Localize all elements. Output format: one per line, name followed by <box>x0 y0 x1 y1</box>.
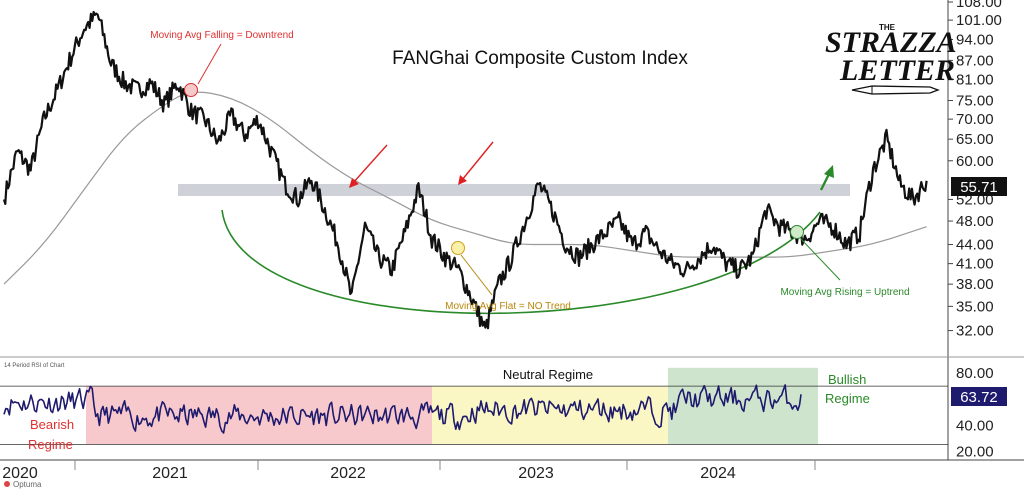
rsi-tick-label: 40.00 <box>956 417 994 434</box>
main-tick-label: 38.00 <box>956 276 994 293</box>
annotation-rising-marker <box>790 225 804 239</box>
neutral-regime-label: Neutral Regime <box>503 367 593 382</box>
main-tick-label: 87.00 <box>956 52 994 69</box>
main-tick-label: 32.00 <box>956 323 994 340</box>
bearish-label-1: Bearish <box>30 417 74 432</box>
optuma-logo-icon <box>4 481 10 487</box>
main-tick-label: 94.00 <box>956 32 994 49</box>
x-year-label: 2023 <box>518 465 554 482</box>
right-axis-bg <box>948 0 1024 490</box>
logo-the: THE <box>879 23 896 32</box>
x-axis-labels: 2020 2021 2022 2023 2024 <box>2 460 816 482</box>
strazza-letter-logo: THE STRAZZA LETTER <box>825 23 957 95</box>
main-tick-label: 65.00 <box>956 131 994 148</box>
last-price-badge: 55.71 <box>951 177 1007 196</box>
red-arrow-2 <box>458 141 494 185</box>
last-rsi-badge: 63.72 <box>951 387 1007 406</box>
annotation-flat: Moving Avg Flat = NO Trend <box>445 301 571 312</box>
x-year-label: 2021 <box>152 465 188 482</box>
rounded-bottom-arc <box>221 209 821 315</box>
main-tick-label: 35.00 <box>956 298 994 315</box>
bullish-label-2: Regime <box>825 391 870 406</box>
main-tick-label: 81.00 <box>956 72 994 89</box>
annotation-falling-leader <box>197 43 222 85</box>
bullish-label-1: Bullish <box>828 372 866 387</box>
last-rsi-value: 63.72 <box>960 389 998 406</box>
green-up-arrow <box>819 165 834 191</box>
logo-letter: LETTER <box>839 54 955 87</box>
main-tick-label: 48.00 <box>956 213 994 230</box>
annotation-rising-leader <box>800 238 841 281</box>
pen-icon <box>851 85 940 95</box>
x-year-label: 2020 <box>2 465 38 482</box>
main-price-panel: 32.0035.0038.0041.0044.0048.0052.0060.00… <box>2 0 1002 340</box>
main-tick-label: 75.00 <box>956 92 994 109</box>
red-arrow-1 <box>349 144 388 188</box>
resistance-band <box>178 184 850 196</box>
main-tick-label: 41.00 <box>956 256 994 273</box>
main-tick-label: 70.00 <box>956 111 994 128</box>
rsi-tick-label: 20.00 <box>956 443 994 460</box>
x-year-label: 2022 <box>330 465 366 482</box>
footer-brand: Optuma <box>13 480 42 489</box>
annotation-falling-marker <box>184 83 198 97</box>
chart-title: FANGhai Composite Custom Index <box>392 48 688 69</box>
rsi-tick-label: 80.00 <box>956 365 994 382</box>
price-line <box>2 10 928 330</box>
rsi-regime-band <box>86 386 432 445</box>
x-year-label: 2024 <box>700 465 736 482</box>
annotation-flat-leader <box>460 254 493 296</box>
annotation-flat-marker <box>451 241 465 255</box>
rsi-panel-label: 14 Period RSI of Chart <box>4 363 65 369</box>
annotation-falling: Moving Avg Falling = Downtrend <box>150 30 294 41</box>
moving-average-line <box>3 91 927 285</box>
annotation-rising: Moving Avg Rising = Uptrend <box>780 287 909 298</box>
main-tick-label: 60.00 <box>956 153 994 170</box>
main-tick-label: 44.00 <box>956 237 994 254</box>
logo-strazza: STRAZZA <box>825 26 957 59</box>
bearish-label-2: Regime <box>28 437 73 452</box>
main-tick-label: 101.00 <box>956 12 1002 29</box>
main-axis-ticks: 32.0035.0038.0041.0044.0048.0052.0060.00… <box>948 0 1002 340</box>
main-tick-label: 108.00 <box>956 0 1002 11</box>
last-price-value: 55.71 <box>960 179 998 196</box>
rsi-line <box>3 384 802 434</box>
